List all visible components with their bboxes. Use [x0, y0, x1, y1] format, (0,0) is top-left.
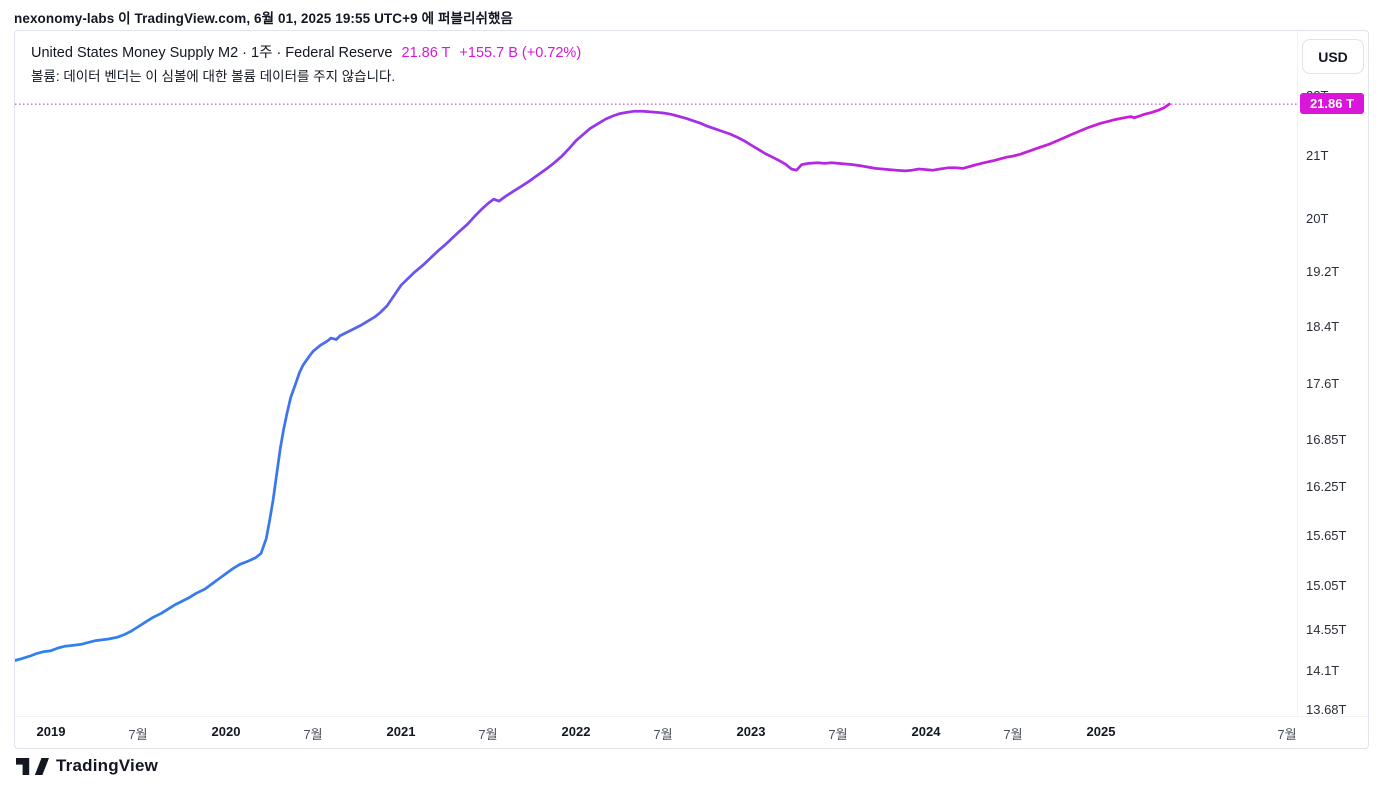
- price-tick-label: 14.1T: [1306, 662, 1340, 678]
- attribution-text[interactable]: nexonomy-labs 이 TradingView.com, 6월 01, …: [14, 11, 514, 26]
- price-tick-label: 17.6T: [1306, 376, 1340, 392]
- price-tick-label: 21T: [1306, 148, 1329, 163]
- time-tick-label: 7월: [478, 727, 498, 742]
- volume-note: 볼륨: 데이터 벤더는 이 심볼에 대한 볼륨 데이터를 주지 않습니다.: [31, 69, 396, 84]
- time-tick-label: 7월: [128, 727, 148, 742]
- time-tick-label: 2025: [1086, 724, 1116, 739]
- chart-title[interactable]: United States Money Supply M2 · 1주 · Fed…: [31, 45, 393, 61]
- price-tick-label: 20T: [1306, 211, 1329, 227]
- price-tick-label: 15.65T: [1306, 527, 1347, 543]
- price-tick-label: 15.05T: [1306, 578, 1347, 594]
- tradingview-brand[interactable]: TradingView: [56, 756, 159, 775]
- time-tick-label: 7월: [1003, 727, 1023, 742]
- tradingview-logo-icon[interactable]: [16, 757, 49, 775]
- chart-header: United States Money Supply M2 · 1주 · Fed…: [31, 41, 581, 88]
- price-tick-label: 13.68T: [1306, 701, 1347, 717]
- price-tick-label: 18.4T: [1306, 318, 1340, 334]
- price-tick-label: 19.2T: [1306, 263, 1340, 279]
- m2-series-line: [15, 102, 1171, 662]
- last-price-text: 21.86 T: [401, 45, 451, 61]
- m2-line-chart: [15, 102, 1297, 662]
- time-tick-label: 2022: [561, 724, 591, 739]
- time-tick-label: 7월: [1277, 727, 1297, 742]
- chart-card: United States Money Supply M2 · 1주 · Fed…: [14, 30, 1369, 749]
- time-axis[interactable]: 2019 7월 2020 7월 2021 7월 2022 7월 2023 7월 2024 7월 2025…: [15, 716, 1368, 749]
- time-tick-label: 7월: [303, 727, 323, 742]
- price-tick-label: 16.25T: [1306, 479, 1347, 495]
- price-change-text: +155.7 B (+0.72%): [459, 45, 582, 61]
- footer: TradingView: [16, 756, 158, 776]
- plot-area[interactable]: United States Money Supply M2 · 1주 · Fed…: [15, 31, 1297, 716]
- time-tick-label: 7월: [828, 727, 848, 742]
- price-tick-label: 16.85T: [1306, 432, 1347, 448]
- price-tick-label: 14.55T: [1306, 622, 1347, 638]
- currency-button[interactable]: USD: [1302, 39, 1364, 74]
- time-tick-label: 2020: [211, 724, 241, 739]
- last-price-badge: 21.86 T: [1300, 93, 1364, 115]
- time-tick-label: 2024: [911, 724, 941, 739]
- time-tick-label: 2023: [736, 724, 766, 739]
- price-scale[interactable]: 22T21T20T19.2T18.4T17.6T16.85T16.25T15.6…: [1297, 31, 1368, 717]
- time-tick-label: 7월: [653, 727, 673, 742]
- time-tick-label: 2021: [386, 724, 416, 739]
- time-tick-label: 2019: [36, 724, 66, 739]
